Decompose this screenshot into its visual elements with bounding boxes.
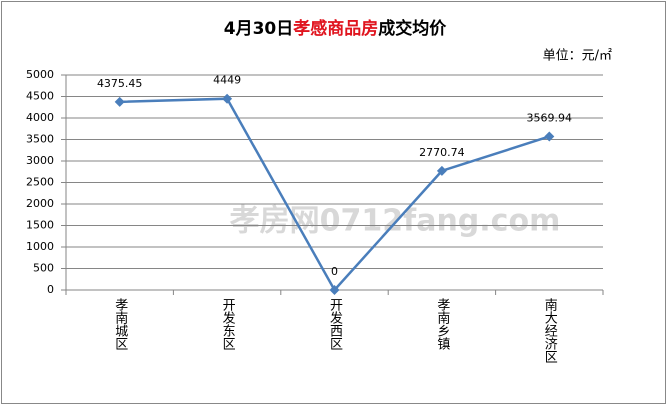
data-label: 4375.45 bbox=[97, 77, 143, 90]
y-tick-label: 3500 bbox=[26, 133, 54, 146]
x-tick-label: 孝南城区 bbox=[112, 298, 128, 350]
y-tick-label: 4500 bbox=[26, 90, 54, 103]
data-label: 0 bbox=[331, 265, 338, 278]
title-part: 孝感商品房 bbox=[293, 18, 378, 39]
y-tick-label: 1000 bbox=[26, 240, 54, 253]
point-marker bbox=[222, 93, 233, 104]
y-tick-label: 3000 bbox=[26, 154, 54, 167]
y-tick-label: 2000 bbox=[26, 197, 54, 210]
x-tick-label: 开发西区 bbox=[327, 298, 343, 350]
y-tick-label: 4000 bbox=[26, 111, 54, 124]
data-label: 3569.94 bbox=[527, 111, 573, 124]
unit-label: 单位：元/㎡ bbox=[543, 49, 612, 64]
x-tick-label: 开发东区 bbox=[220, 298, 236, 350]
x-tick-label: 孝南乡镇 bbox=[434, 298, 450, 350]
data-label: 2770.74 bbox=[419, 146, 465, 159]
y-tick-label: 0 bbox=[47, 283, 54, 296]
x-tick-label: 南大经济区 bbox=[542, 297, 558, 363]
watermark: 孝房网0712fang.com bbox=[230, 204, 561, 239]
title-part: 4月30日 bbox=[224, 19, 294, 39]
point-marker bbox=[114, 96, 125, 107]
point-marker bbox=[436, 165, 447, 176]
y-tick-label: 500 bbox=[33, 262, 54, 275]
chart-title: 4月30日孝感商品房成交均价 bbox=[224, 18, 447, 39]
data-label: 4449 bbox=[213, 74, 241, 87]
y-tick-label: 1500 bbox=[26, 219, 54, 232]
point-marker bbox=[544, 131, 555, 142]
y-tick-label: 2500 bbox=[26, 176, 54, 189]
point-marker bbox=[329, 285, 340, 295]
title-part: 成交均价 bbox=[378, 18, 447, 39]
y-tick-label: 5000 bbox=[26, 68, 54, 81]
